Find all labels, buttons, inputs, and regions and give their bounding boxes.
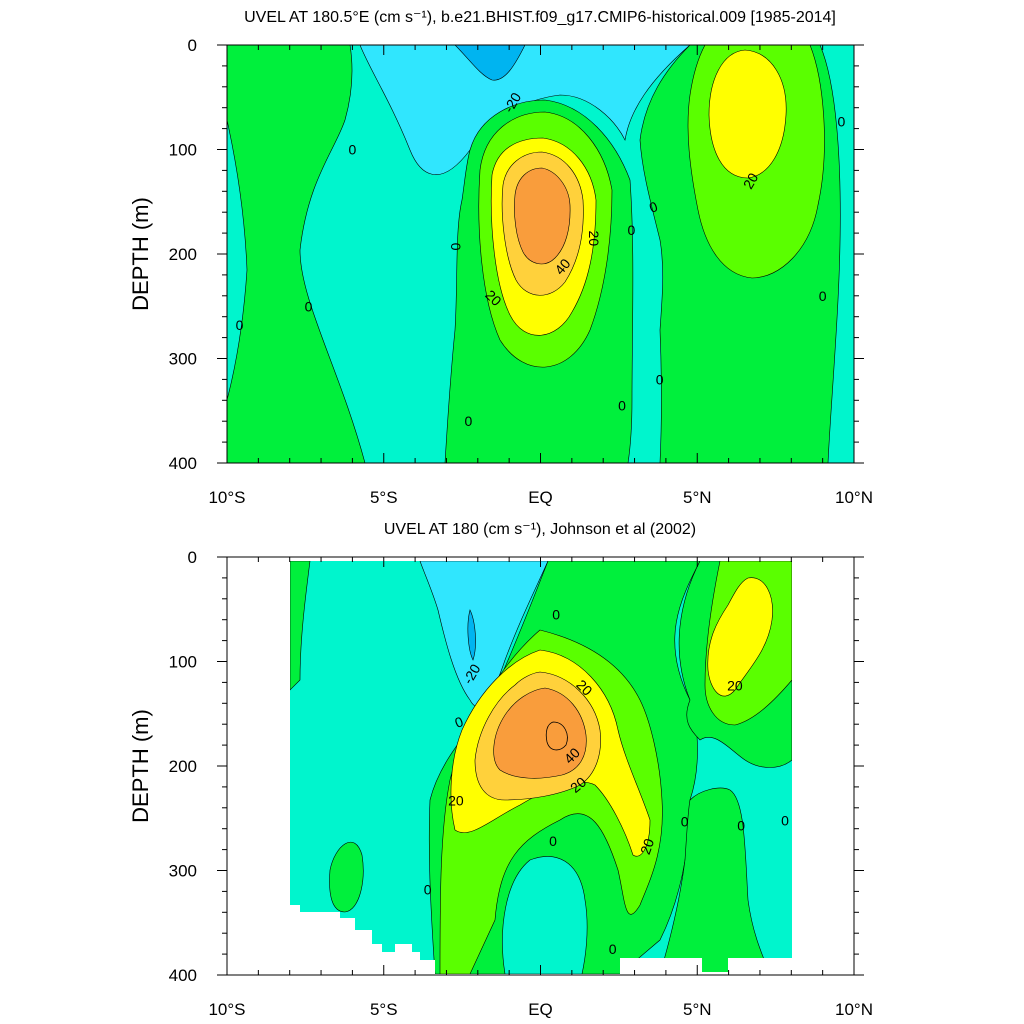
top-ytick-label: 0 bbox=[188, 36, 197, 55]
top-xtick-label: 5°N bbox=[683, 488, 712, 507]
top-xtick-label: 10°S bbox=[208, 488, 245, 507]
top-title: UVEL AT 180.5°E (cm s⁻¹), b.e21.BHIST.f0… bbox=[244, 9, 836, 26]
top-contour-label: 0 bbox=[305, 298, 313, 314]
bottom-euc-40 bbox=[493, 687, 587, 779]
top-ytick-label: 400 bbox=[169, 454, 197, 473]
bottom-euc-50 bbox=[545, 721, 568, 751]
bottom-west-band bbox=[290, 561, 311, 691]
top-surface-west-core bbox=[454, 45, 526, 81]
top-ytick-label: 300 bbox=[169, 350, 197, 369]
bottom-contour-label: 20 bbox=[448, 792, 464, 808]
bottom-contour-field bbox=[290, 561, 792, 974]
bottom-west-blob bbox=[329, 841, 364, 913]
bottom-xtick-label: 5°S bbox=[370, 1000, 398, 1019]
top-south-band bbox=[227, 45, 366, 463]
bottom-contour-label: 0 bbox=[681, 813, 689, 829]
bottom-panel: UVEL AT 180 (cm s⁻¹), Johnson et al (200… bbox=[128, 521, 873, 1019]
bottom-contour-label: 0 bbox=[609, 941, 617, 957]
top-contour-label: 0 bbox=[628, 222, 636, 238]
bottom-ytick-label: 0 bbox=[188, 548, 197, 567]
top-panel: UVEL AT 180.5°E (cm s⁻¹), b.e21.BHIST.f0… bbox=[128, 9, 873, 507]
top-ytick-label: 200 bbox=[169, 245, 197, 264]
top-north-20 bbox=[708, 49, 787, 179]
bottom-surface-west bbox=[419, 561, 549, 707]
bottom-ylabel: DEPTH (m) bbox=[128, 709, 153, 823]
top-contour-label: 0 bbox=[838, 113, 846, 129]
bottom-xtick-label: 10°N bbox=[835, 1000, 873, 1019]
bottom-xtick-label: 10°S bbox=[208, 1000, 245, 1019]
bottom-deep-north bbox=[659, 787, 771, 974]
top-contour-label: 0 bbox=[656, 371, 664, 387]
bottom-ytick-label: 400 bbox=[169, 966, 197, 985]
bottom-north-20 bbox=[707, 577, 773, 697]
bottom-xtick-label: EQ bbox=[528, 1000, 553, 1019]
bottom-surface-west-core bbox=[467, 609, 476, 661]
bottom-deep-west bbox=[502, 856, 588, 974]
top-euc-40 bbox=[514, 167, 571, 265]
top-contour-label: 20 bbox=[586, 231, 602, 247]
top-ytick-label: 100 bbox=[169, 141, 197, 160]
bottom-xtick-label: 5°N bbox=[683, 1000, 712, 1019]
top-contour-label: 0 bbox=[618, 398, 626, 414]
bottom-contour-label: 0 bbox=[552, 606, 560, 622]
top-contour-label: 20 bbox=[740, 170, 762, 192]
top-contour-label: 0 bbox=[819, 288, 827, 304]
top-contour-field bbox=[227, 45, 854, 463]
top-contour-label: 0 bbox=[349, 142, 357, 158]
bottom-contour-label: 20 bbox=[727, 678, 743, 694]
top-xtick-label: 5°S bbox=[370, 488, 398, 507]
bottom-contour-label: 0 bbox=[737, 818, 745, 834]
bottom-ytick-label: 100 bbox=[169, 653, 197, 672]
bottom-ytick-label: 200 bbox=[169, 757, 197, 776]
bottom-title: UVEL AT 180 (cm s⁻¹), Johnson et al (200… bbox=[384, 521, 696, 538]
bottom-contour-label: 0 bbox=[424, 881, 432, 897]
bottom-contour-label: 20 bbox=[637, 836, 657, 856]
top-contour-label: 0 bbox=[236, 317, 244, 333]
top-xtick-label: EQ bbox=[528, 488, 553, 507]
top-contour-label: 0 bbox=[448, 243, 464, 251]
bottom-contour-label: 0 bbox=[781, 812, 789, 828]
top-ylabel: DEPTH (m) bbox=[128, 197, 153, 311]
bottom-contour-label: 0 bbox=[549, 833, 557, 849]
top-contour-label: 0 bbox=[464, 413, 472, 429]
bottom-ytick-label: 300 bbox=[169, 862, 197, 881]
top-xtick-label: 10°N bbox=[835, 488, 873, 507]
